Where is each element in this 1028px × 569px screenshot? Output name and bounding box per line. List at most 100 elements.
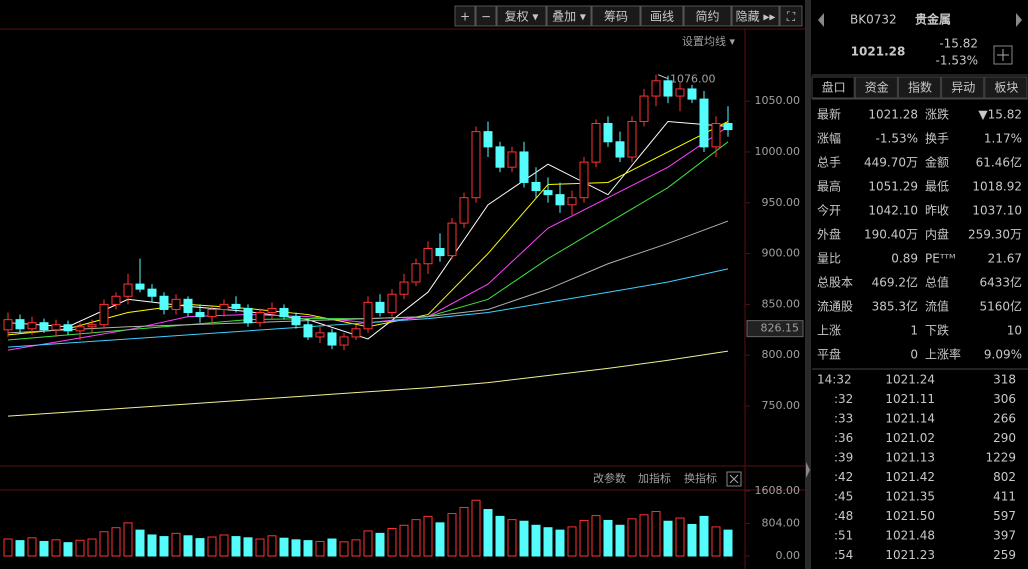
candle-body	[195, 312, 205, 318]
field-value: 61.46亿	[976, 155, 1022, 170]
tab[interactable]	[941, 76, 985, 99]
trade-volume: 306	[993, 392, 1016, 406]
volume-bar	[291, 539, 301, 557]
plus-icon	[997, 49, 1009, 61]
candle-body	[663, 80, 673, 97]
trade-price: 1021.13	[885, 451, 935, 465]
tab[interactable]	[984, 76, 1028, 99]
volume-bar	[147, 534, 157, 557]
candle-body	[579, 161, 589, 199]
y-tick-label: 850.00	[762, 297, 801, 310]
candle-body	[135, 283, 145, 290]
candle-body	[51, 324, 61, 331]
volume-bar	[255, 538, 265, 557]
volume-bar	[75, 539, 85, 557]
volume-bar	[471, 499, 481, 557]
trade-time: :54	[834, 548, 853, 562]
indicator-button[interactable]: 加指标	[638, 471, 671, 485]
candle-body	[375, 301, 385, 314]
trade-volume: 802	[993, 470, 1016, 484]
field-value: 1.17%	[984, 132, 1022, 146]
trade-time: :33	[834, 412, 853, 426]
vol-tick-label: 804.00	[762, 517, 801, 530]
field-label: 今开	[817, 203, 841, 218]
toolbar-button[interactable]	[683, 5, 732, 27]
candle-body	[675, 88, 685, 97]
candle-body	[207, 308, 217, 318]
volume-bar	[207, 536, 217, 557]
prev-arrow[interactable]	[818, 13, 824, 27]
trade-volume: 1229	[985, 451, 1016, 465]
field-value: 1051.29	[868, 180, 918, 194]
toolbar-label: ⛶	[786, 10, 796, 24]
field-value: 9.09%	[984, 348, 1022, 362]
field-value: 385.3亿	[872, 299, 918, 314]
tab-label: 资金	[865, 80, 889, 95]
toolbar-button[interactable]	[640, 5, 684, 27]
trade-volume: 318	[993, 373, 1016, 387]
toolbar-button[interactable]	[591, 5, 641, 27]
volume-bar	[711, 526, 721, 557]
field-label: PEᵀᵀᴹ	[925, 252, 956, 266]
field-value: -1.53%	[876, 132, 918, 146]
volume-bar	[699, 515, 709, 557]
trade-time: 14:32	[817, 373, 852, 387]
toolbar-button[interactable]	[546, 5, 592, 27]
toolbar-button[interactable]	[779, 5, 803, 27]
candle-body	[399, 281, 409, 295]
toolbar-button[interactable]	[496, 5, 547, 27]
trade-time: :32	[834, 392, 853, 406]
toolbar-button[interactable]	[475, 5, 497, 27]
volume-bar	[123, 522, 133, 557]
candle-body	[39, 322, 49, 331]
high-arrow	[657, 74, 669, 80]
candle-body	[471, 131, 481, 199]
field-value: 5160亿	[979, 299, 1022, 314]
candle-body	[459, 197, 469, 224]
volume-bar	[111, 527, 121, 557]
tab[interactable]	[811, 76, 855, 99]
volume-bar	[495, 515, 505, 557]
field-value: 1042.10	[868, 204, 918, 218]
y-tick-label: 750.00	[762, 399, 801, 412]
volume-bar	[171, 532, 181, 557]
candle-body	[351, 328, 361, 338]
volume-bar	[483, 509, 493, 557]
volume-bar	[267, 535, 277, 557]
candle-body	[483, 131, 493, 148]
toolbar-label: 筹码	[604, 10, 628, 24]
trade-price: 1021.48	[885, 529, 935, 543]
tab-label: 指数	[908, 80, 932, 95]
add-button[interactable]	[993, 45, 1013, 65]
field-value: ▼15.82	[978, 108, 1022, 122]
close-icon	[729, 474, 739, 484]
ma-line	[7, 350, 729, 417]
trade-volume: 397	[993, 529, 1016, 543]
volume-bar	[231, 536, 241, 557]
close-button[interactable]	[726, 471, 742, 487]
volume-bar	[339, 541, 349, 557]
volume-bar	[303, 540, 313, 557]
trade-time: :39	[834, 451, 853, 465]
indicator-button[interactable]: 换指标	[684, 471, 717, 485]
field-value: 6433亿	[979, 275, 1022, 290]
indicator-button[interactable]: 改参数	[593, 471, 626, 485]
volume-bar	[387, 528, 397, 557]
candle-body	[651, 80, 661, 97]
candle-body	[63, 324, 73, 332]
field-label: 上涨	[817, 323, 841, 338]
volume-bar	[375, 532, 385, 557]
splitter[interactable]	[805, 0, 811, 569]
toolbar-button[interactable]	[454, 5, 476, 27]
next-arrow[interactable]	[1016, 13, 1022, 27]
trade-price: 1021.02	[885, 431, 935, 445]
candle-body	[435, 248, 445, 257]
ma-setting[interactable]: 设置均线 ▾	[682, 34, 735, 48]
y-tick-label: 1000.00	[755, 145, 801, 158]
candle-body	[27, 322, 37, 330]
candle-body	[711, 122, 721, 148]
toolbar-button[interactable]	[731, 5, 780, 27]
tab[interactable]	[854, 76, 898, 99]
candle-body	[543, 190, 553, 196]
tab[interactable]	[897, 76, 942, 99]
